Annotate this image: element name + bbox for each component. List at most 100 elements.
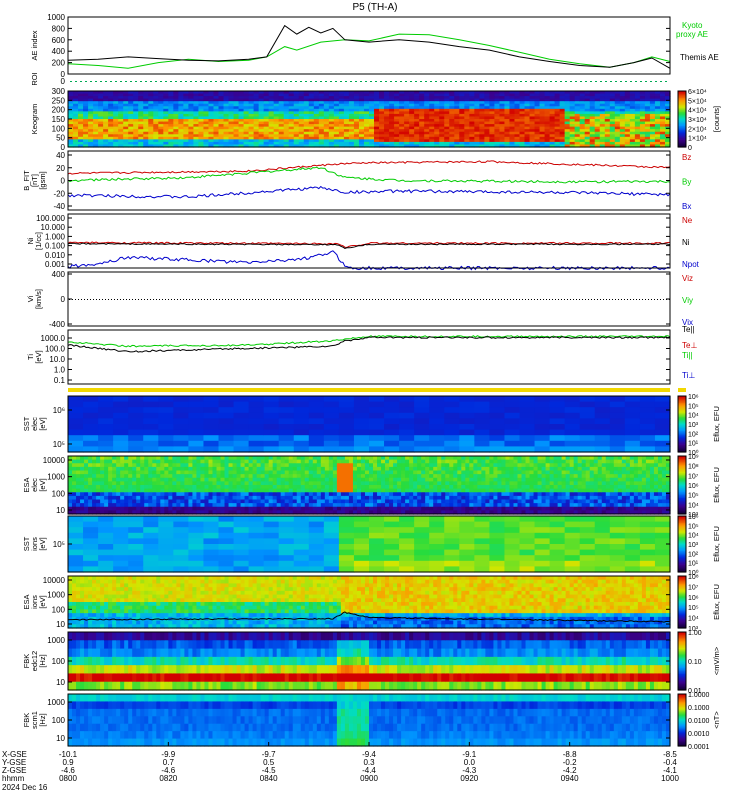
- keogram-cell: [253, 93, 260, 97]
- esa-elec-cell: [200, 485, 206, 490]
- sst-elec-cell: [384, 446, 400, 453]
- keogram-cell: [173, 101, 179, 105]
- esa-elec-cell: [160, 481, 165, 486]
- keogram-cell: [639, 103, 646, 107]
- esa-elec-cell: [381, 474, 386, 479]
- density-ytick-label: 1.000: [45, 232, 66, 241]
- keogram-cell: [649, 124, 656, 128]
- keogram-cell: [654, 131, 661, 135]
- keogram-cell: [248, 93, 255, 97]
- bfield-by: [67, 166, 671, 184]
- keogram-cell: [664, 119, 671, 123]
- velocity-zero-dot: [627, 299, 628, 300]
- keogram-cell: [278, 139, 285, 143]
- sst-elec-cell: [143, 446, 159, 453]
- sst-elec-cell: [414, 412, 430, 419]
- keogram-cell: [98, 119, 104, 123]
- keogram-cell: [278, 121, 285, 125]
- esa-elec-cell: [152, 495, 157, 501]
- esa-elec-cell: [320, 481, 326, 486]
- esa-elec-cell: [188, 495, 194, 501]
- keogram-cell: [549, 98, 556, 102]
- sst-elec-cell: [218, 412, 235, 419]
- keogram-cell: [599, 111, 606, 115]
- keogram-cell: [333, 91, 340, 95]
- esa-elec-cell: [244, 503, 250, 508]
- esa-elec-cell: [252, 510, 258, 515]
- keogram-cell: [108, 126, 114, 130]
- velocity-zero-dot: [225, 299, 226, 300]
- keogram-cell: [389, 101, 395, 105]
- sst-elec-cell: [68, 418, 84, 425]
- keogram-cell: [358, 101, 365, 105]
- keogram-cell: [489, 134, 496, 138]
- esa-elec-cell: [248, 470, 254, 475]
- keogram-cell: [494, 141, 501, 146]
- plot-title: P5 (TH-A): [353, 2, 398, 13]
- keogram-cell: [424, 131, 430, 135]
- keogram-cell: [444, 121, 450, 125]
- sst-elec-cell: [399, 424, 415, 431]
- esa-elec-cell: [276, 474, 282, 479]
- keogram-cell: [298, 93, 305, 97]
- esa-elec-cell: [96, 466, 101, 472]
- sst-elec-cell: [579, 435, 596, 442]
- esa-elec-cell: [268, 488, 274, 493]
- sst-elec-colorbar-tick: 10³: [688, 422, 699, 429]
- esa-elec-cell: [176, 488, 181, 493]
- bfield-ylabel-line: B_FIT: [22, 170, 31, 191]
- keogram-cell: [283, 101, 290, 105]
- keogram-cell: [394, 139, 400, 143]
- keogram-cell: [654, 134, 661, 138]
- keogram-cell: [454, 93, 460, 97]
- keogram-cell: [429, 129, 435, 133]
- keogram-cell: [579, 93, 586, 97]
- keogram-cell: [629, 103, 636, 107]
- keogram-cell: [143, 93, 149, 97]
- esa-elec-cell: [144, 463, 149, 468]
- esa-elec-cell: [393, 466, 398, 472]
- esa-elec-cell: [272, 510, 278, 515]
- keogram-cell: [363, 119, 370, 123]
- keogram-cell: [78, 119, 84, 123]
- keogram-cell: [414, 131, 420, 135]
- esa-elec-cell: [212, 503, 218, 508]
- keogram-cell: [649, 91, 656, 95]
- keogram-cell: [128, 144, 134, 148]
- keogram-cell: [333, 124, 340, 128]
- keogram-cell: [263, 119, 270, 123]
- keogram-cell: [439, 108, 445, 112]
- roi-dot: [420, 81, 422, 82]
- keogram-cell: [243, 111, 250, 115]
- keogram-cell: [258, 121, 265, 125]
- keogram-cell: [288, 119, 295, 123]
- keogram-cell: [263, 126, 270, 130]
- keogram-cell: [118, 111, 124, 115]
- roi-dot: [300, 81, 302, 82]
- sst-elec-cell: [98, 429, 114, 436]
- esa-elec-cell: [204, 492, 210, 497]
- keogram-cell: [303, 98, 310, 102]
- esa-elec-cell: [308, 485, 314, 490]
- keogram-cell: [519, 139, 526, 143]
- sst-elec-cell: [98, 440, 114, 447]
- keogram-cell: [278, 144, 285, 148]
- esa-elec-cell: [364, 492, 370, 497]
- density-ytick-label: 0.010: [45, 251, 66, 260]
- keogram-cell: [323, 103, 330, 107]
- sst-elec-cell: [68, 396, 84, 403]
- esa-elec-cell: [160, 466, 165, 472]
- keogram-cell: [193, 111, 200, 115]
- esa-elec-cell: [276, 499, 282, 504]
- esa-elec-cell: [136, 477, 141, 482]
- esa-elec-cell: [136, 481, 141, 486]
- keogram-cell: [253, 98, 260, 102]
- keogram-cell: [258, 101, 265, 105]
- keogram-cell: [213, 131, 220, 135]
- keogram-cell: [168, 136, 174, 140]
- keogram-cell: [153, 144, 159, 148]
- keogram-cell: [118, 141, 124, 146]
- esa-elec-cell: [136, 474, 141, 479]
- esa-elec-cell: [256, 510, 262, 515]
- keogram-cell: [374, 101, 380, 105]
